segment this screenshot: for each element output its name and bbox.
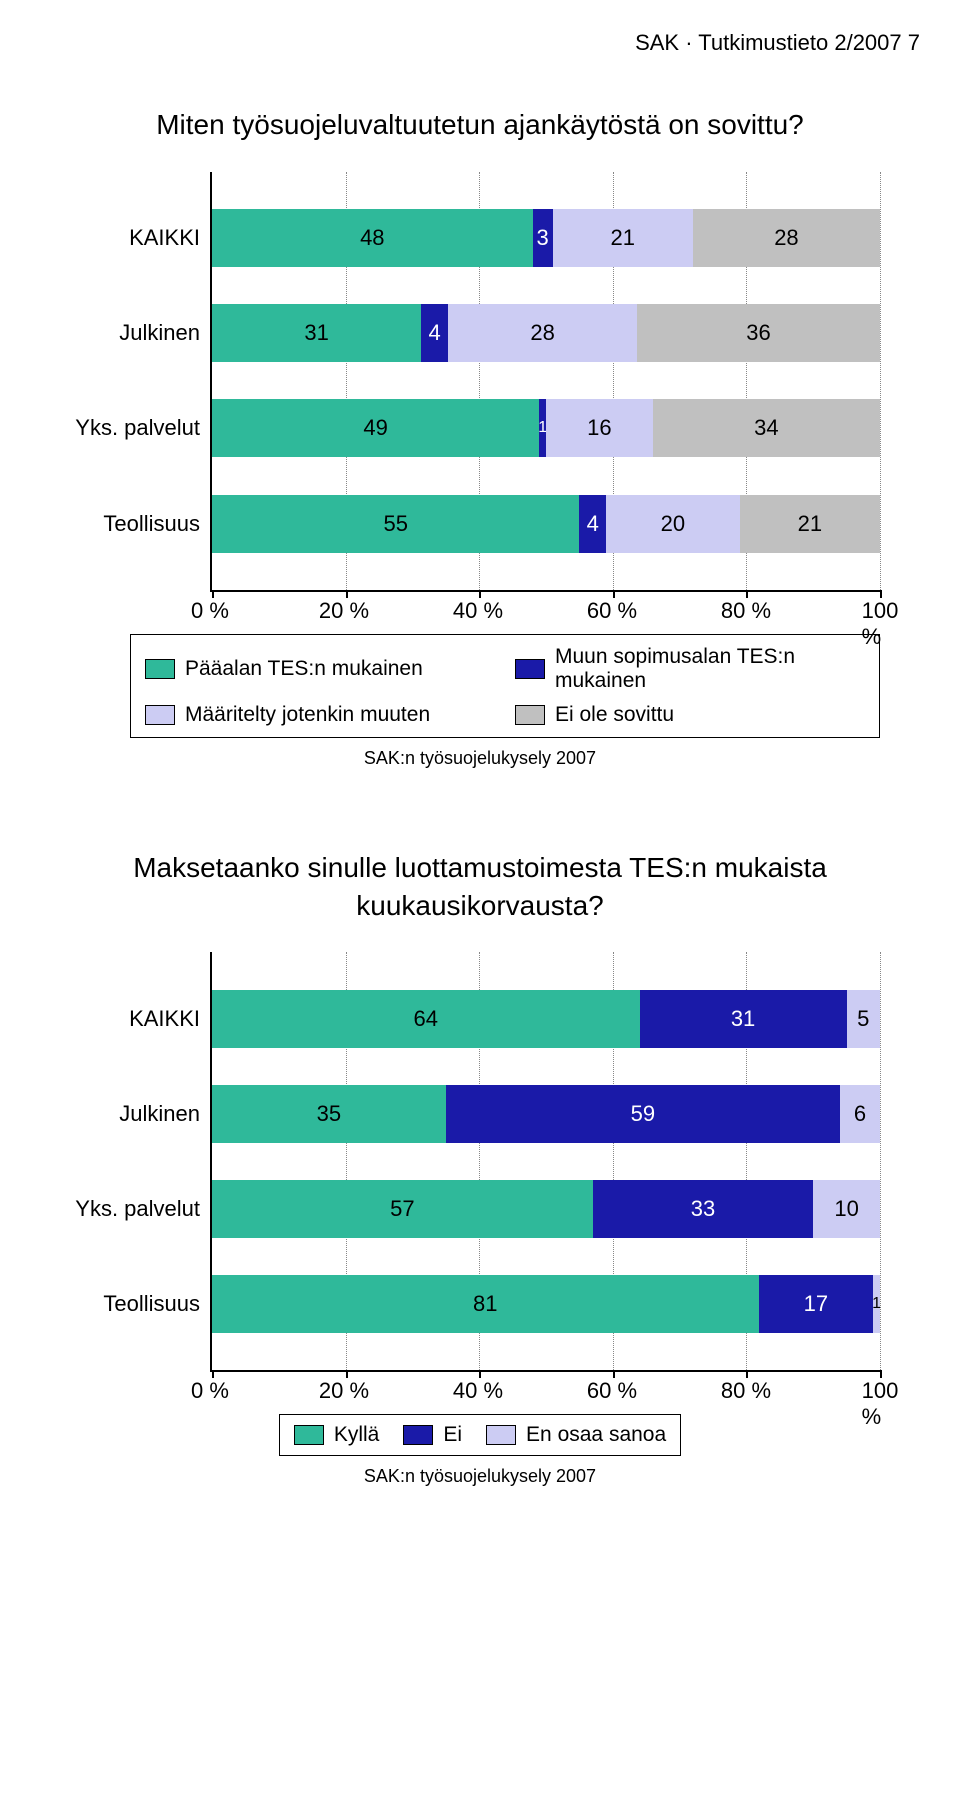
bar-segment: 28	[448, 304, 637, 362]
chart1-title: Miten työsuojeluvaltuutetun ajankäytöstä…	[100, 106, 860, 144]
bar-segment: 36	[637, 304, 880, 362]
xaxis-label: 0 %	[191, 598, 229, 624]
chart2-legend: Kyllä Ei En osaa sanoa	[279, 1414, 681, 1456]
bar-segment: 6	[840, 1085, 880, 1143]
legend-label: Muun sopimusalan TES:n mukainen	[555, 645, 865, 693]
bar-segment: 33	[593, 1180, 813, 1238]
bar-segment: 3	[533, 209, 553, 267]
bar-segment: 20	[606, 495, 740, 553]
chart1-legend: Pääalan TES:n mukainen Muun sopimusalan T…	[130, 634, 880, 738]
legend-swatch	[294, 1425, 324, 1445]
bar-segment: 49	[212, 399, 539, 457]
chart1-xaxis: 0 %20 %40 %60 %80 %100 %	[210, 592, 880, 626]
xaxis-label: 0 %	[191, 1378, 229, 1404]
xaxis-tick	[880, 590, 882, 598]
legend-label: Pääalan TES:n mukainen	[185, 657, 423, 681]
bar-segment: 16	[546, 399, 653, 457]
bar-row: Teollisuus81171	[212, 1275, 880, 1333]
bar-row: Yks. palvelut4911634	[212, 399, 880, 457]
category-label: Yks. palvelut	[75, 415, 200, 441]
bar-segment: 10	[813, 1180, 880, 1238]
category-label: Julkinen	[119, 1101, 200, 1127]
category-label: Teollisuus	[103, 1291, 200, 1317]
xaxis-label: 100 %	[862, 1378, 899, 1430]
xaxis-label: 80 %	[721, 598, 771, 624]
bar-segment: 17	[759, 1275, 874, 1333]
gridline	[880, 172, 881, 590]
bar-segment: 48	[212, 209, 533, 267]
bar-segment: 31	[640, 990, 847, 1048]
category-label: Teollisuus	[103, 511, 200, 537]
legend-item: Muun sopimusalan TES:n mukainen	[515, 645, 865, 693]
bar-segment: 64	[212, 990, 640, 1048]
chart1-source: SAK:n työsuojelukysely 2007	[40, 748, 920, 769]
category-label: Julkinen	[119, 320, 200, 346]
legend-item: En osaa sanoa	[486, 1423, 666, 1447]
legend-item: Määritelty jotenkin muuten	[145, 703, 495, 727]
legend-item: Ei	[403, 1423, 462, 1447]
page-header: SAK · Tutkimustieto 2/2007 7	[40, 30, 920, 56]
bar-segment: 34	[653, 399, 880, 457]
chart2-title: Maksetaanko sinulle luottamustoimesta TE…	[100, 849, 860, 925]
legend-item: Kyllä	[294, 1423, 380, 1447]
xaxis-label: 100 %	[862, 598, 899, 650]
chart2-plot: KAIKKI64315 Julkinen35596 Yks. palvelut573…	[210, 952, 880, 1372]
xaxis-label: 20 %	[319, 598, 369, 624]
chart2-source: SAK:n työsuojelukysely 2007	[40, 1466, 920, 1487]
legend-swatch	[515, 659, 545, 679]
bar-row: Julkinen35596	[212, 1085, 880, 1143]
bar-segment: 81	[212, 1275, 759, 1333]
legend-label: Kyllä	[334, 1423, 380, 1447]
bar-row: Yks. palvelut573310	[212, 1180, 880, 1238]
bar-segment: 35	[212, 1085, 446, 1143]
bar-segment: 21	[740, 495, 880, 553]
category-label: KAIKKI	[129, 225, 200, 251]
legend-swatch	[515, 705, 545, 725]
legend-item: Pääalan TES:n mukainen	[145, 645, 495, 693]
bar-row: KAIKKI64315	[212, 990, 880, 1048]
xaxis-label: 40 %	[453, 598, 503, 624]
bar-row: Teollisuus5542021	[212, 495, 880, 553]
bar-segment: 57	[212, 1180, 593, 1238]
legend-label: Ei	[443, 1423, 462, 1447]
bar-segment: 1	[873, 1275, 880, 1333]
bar-segment: 55	[212, 495, 579, 553]
xaxis-label: 40 %	[453, 1378, 503, 1404]
bar-segment: 4	[421, 304, 448, 362]
xaxis-label: 60 %	[587, 1378, 637, 1404]
bar-row: KAIKKI4832128	[212, 209, 880, 267]
bar-segment: 1	[539, 399, 546, 457]
xaxis-label: 60 %	[587, 598, 637, 624]
legend-swatch	[145, 659, 175, 679]
chart2-xaxis: 0 %20 %40 %60 %80 %100 %	[210, 1372, 880, 1406]
xaxis-label: 80 %	[721, 1378, 771, 1404]
legend-label: En osaa sanoa	[526, 1423, 666, 1447]
legend-swatch	[145, 705, 175, 725]
bar-segment: 31	[212, 304, 421, 362]
legend-swatch	[486, 1425, 516, 1445]
category-label: KAIKKI	[129, 1006, 200, 1032]
legend-item: Ei ole sovittu	[515, 703, 865, 727]
legend-swatch	[403, 1425, 433, 1445]
bar-segment: 21	[553, 209, 693, 267]
xaxis-label: 20 %	[319, 1378, 369, 1404]
legend-label: Ei ole sovittu	[555, 703, 674, 727]
bar-row: Julkinen3142836	[212, 304, 880, 362]
category-label: Yks. palvelut	[75, 1196, 200, 1222]
bar-segment: 28	[693, 209, 880, 267]
legend-label: Määritelty jotenkin muuten	[185, 703, 430, 727]
chart1-plot: KAIKKI4832128 Julkinen3142836 Yks. palvelu…	[210, 172, 880, 592]
xaxis-tick	[880, 1370, 882, 1378]
bar-segment: 59	[446, 1085, 840, 1143]
bar-segment: 5	[847, 990, 880, 1048]
bar-segment: 4	[579, 495, 606, 553]
page-root: SAK · Tutkimustieto 2/2007 7 Miten työsu…	[0, 0, 960, 1527]
